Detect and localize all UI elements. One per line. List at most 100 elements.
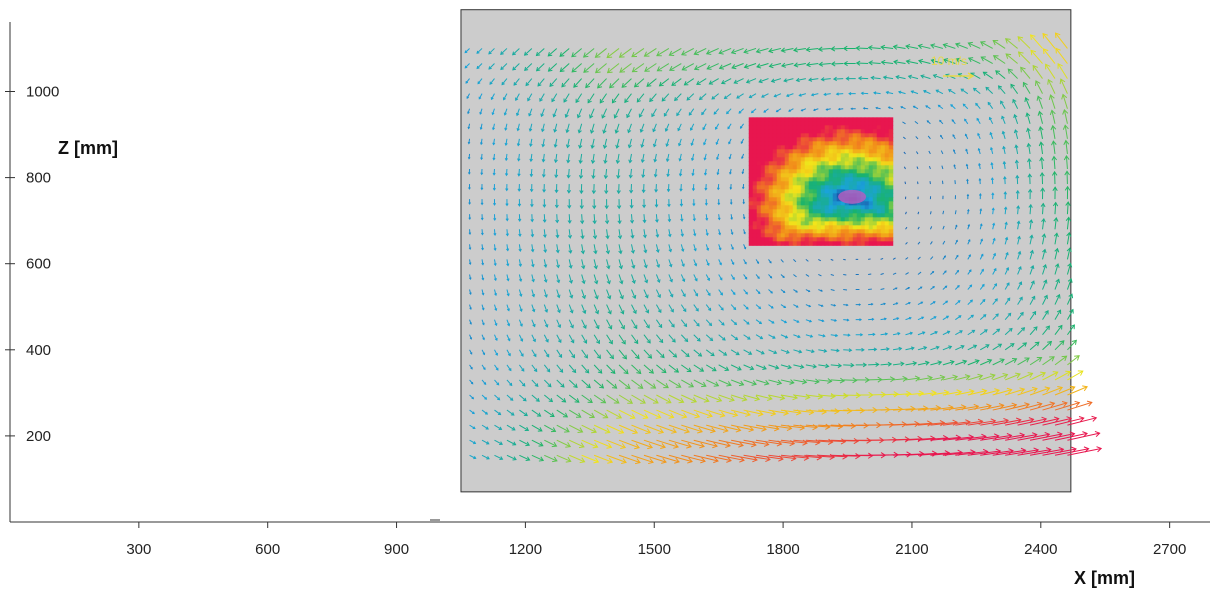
contour-cell [836,241,842,246]
vector-arrow [915,151,919,155]
contour-cell [800,145,806,150]
contour-cell [848,145,854,150]
contour-cell [860,217,866,222]
vector-arrow [681,424,703,434]
contour-cell [864,149,870,154]
vector-arrow [556,364,564,373]
vector-arrow [1029,249,1034,260]
contour-cell [888,221,894,226]
vector-arrow [855,333,864,337]
vector-arrow [1022,81,1031,94]
contour-cell [748,121,754,126]
contour-cell [876,221,882,226]
contour-cell [752,209,758,214]
vector-arrow [893,375,908,382]
vector-arrow [939,119,944,125]
contour-cell [856,225,862,230]
vector-arrow [656,349,665,359]
vector-arrow [1029,371,1046,381]
vector-arrow [830,289,835,291]
vector-arrow [793,62,806,68]
vector-arrow [693,394,710,403]
vector-arrow [715,123,720,130]
contour-cell [820,149,826,154]
contour-cell [828,149,834,154]
contour-cell [812,145,818,150]
contour-cell [844,141,850,146]
contour-cell [768,125,774,130]
contour-cell [832,213,838,218]
contour-cell [868,213,874,218]
contour-cell [868,173,874,178]
vector-arrow [693,379,707,388]
contour-cell [780,185,786,190]
vector-arrow [656,439,679,449]
contour-cell [836,137,842,142]
contour-cell [808,157,814,162]
vector-arrow [481,379,487,385]
vector-arrow [805,319,813,323]
contour-cell [748,141,754,146]
contour-cell [840,117,846,122]
vector-arrow [1042,248,1047,260]
contour-cell [772,137,778,142]
vector-arrow [905,226,908,230]
contour-cell [784,173,790,178]
contour-cell [888,185,894,190]
contour-cell [792,217,798,222]
vector-arrow [606,63,620,74]
vector-arrow [1025,112,1031,124]
contour-cell [756,173,762,178]
contour-cell [852,181,858,186]
contour-cell [828,189,834,194]
contour-cell [776,221,782,226]
vector-arrow [506,259,510,267]
contour-cell [884,221,890,226]
contour-cell [764,185,770,190]
vector-arrow [481,334,485,341]
vector-arrow [780,47,794,53]
vector-arrow [593,379,605,389]
vector-arrow [564,108,570,119]
vector-arrow [581,289,586,300]
contour-cell [768,153,774,158]
contour-cell [816,137,822,142]
vector-arrow [480,168,484,176]
contour-cell [876,129,882,134]
vector-arrow [581,259,586,270]
vector-arrow [643,409,662,419]
vector-arrow [980,388,1000,396]
contour-cell [836,213,842,218]
vector-arrow [954,42,968,49]
vector-arrow [730,244,734,251]
vector-arrow [479,123,483,130]
contour-cell [800,217,806,222]
contour-cell [860,157,866,162]
vector-arrow [1039,171,1045,185]
vector-arrow [705,304,712,312]
vector-arrow [995,70,1006,79]
contour-cell [876,181,882,186]
vector-arrow [501,78,508,86]
contour-cell [876,189,882,194]
contour-cell [760,133,766,138]
vector-arrow [668,48,682,56]
vector-arrow [480,153,483,161]
contour-cell [832,193,838,198]
vector-arrow [467,108,471,115]
contour-cell [824,205,830,210]
contour-cell [844,229,850,234]
contour-cell [884,121,890,126]
contour-cell [748,237,754,242]
contour-cell [768,137,774,142]
vector-arrow [1067,339,1077,351]
contour-cell [796,169,802,174]
contour-cell [800,149,806,154]
contour-cell [856,233,862,238]
contour-cell [776,169,782,174]
vector-arrow [693,229,697,237]
contour-cell [800,157,806,162]
contour-cell [776,165,782,170]
contour-cell [788,205,794,210]
contour-cell [764,197,770,202]
